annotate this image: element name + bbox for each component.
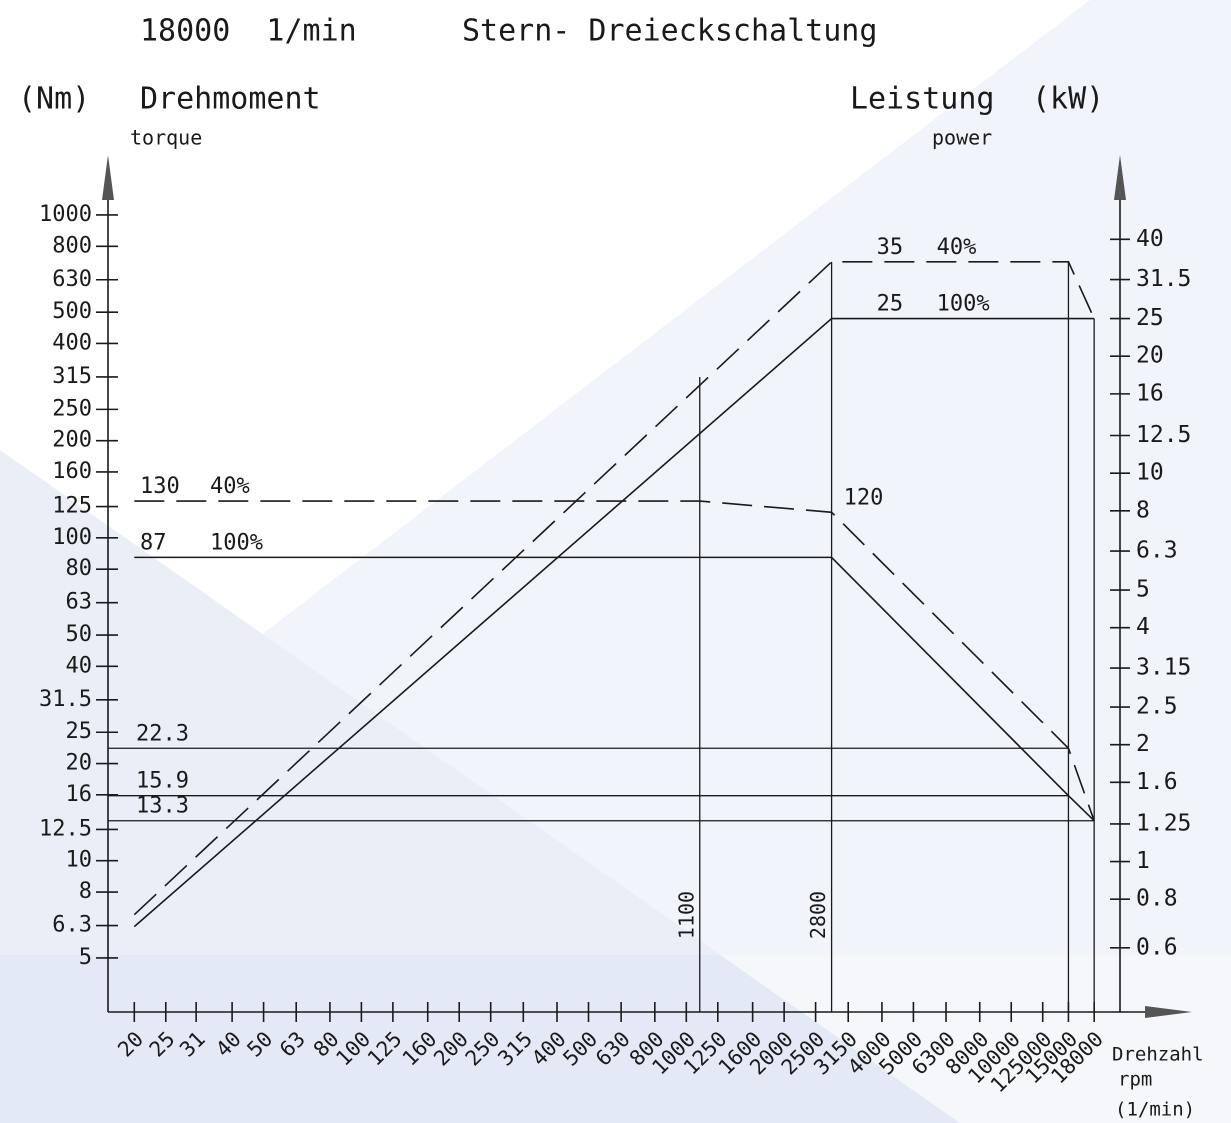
y-tick-label: 630 xyxy=(52,267,92,292)
y-tick-label: 160 xyxy=(52,459,92,484)
y2-axis-title: Leistung xyxy=(850,82,995,117)
series-line xyxy=(133,317,1095,928)
y2-tick-label: 8 xyxy=(1136,497,1150,523)
reference-label: 22.3 xyxy=(136,721,189,746)
y-tick-label: 25 xyxy=(66,719,93,744)
series-line xyxy=(134,500,1095,822)
y2-tick-label: 31.5 xyxy=(1136,266,1191,292)
y-tick-label: 100 xyxy=(52,525,92,550)
y-tick-label: 400 xyxy=(52,330,92,355)
reference-label: 15.9 xyxy=(136,769,189,794)
y-tick-label: 10 xyxy=(66,848,93,873)
y-tick-label: 1000 xyxy=(39,202,92,227)
y-axis-unit: (Nm) xyxy=(18,82,90,117)
y2-tick-label: 1 xyxy=(1136,848,1150,874)
y2-tick-label: 2.5 xyxy=(1136,694,1178,720)
y-tick-label: 6.3 xyxy=(52,913,92,938)
y-tick-label: 500 xyxy=(52,299,92,324)
reference-label: 1100 xyxy=(674,891,698,939)
y-tick-label: 200 xyxy=(52,428,92,453)
y-tick-label: 8 xyxy=(79,879,92,904)
y-tick-label: 315 xyxy=(52,364,92,389)
y-tick-label: 20 xyxy=(66,751,93,776)
reference-label: 2800 xyxy=(806,891,830,939)
y-tick-label: 63 xyxy=(66,590,93,615)
background-band xyxy=(0,450,1231,1123)
series-label: 40% xyxy=(210,474,250,499)
axis-arrow xyxy=(1114,155,1126,200)
y-tick-label: 16 xyxy=(66,782,93,807)
x-axis-title: (1/min) xyxy=(1115,1099,1195,1121)
chart-title: 18000 1/min xyxy=(140,14,357,49)
y-tick-label: 800 xyxy=(52,233,92,258)
y-tick-label: 31.5 xyxy=(39,687,92,712)
y2-tick-label: 0.8 xyxy=(1136,886,1178,912)
y2-tick-label: 1.25 xyxy=(1136,810,1191,836)
y-tick-label: 12.5 xyxy=(39,816,92,841)
data-label: 120 xyxy=(844,485,884,510)
axis-arrow xyxy=(102,155,114,200)
series-label: 40% xyxy=(937,235,977,260)
reference-label: 13.3 xyxy=(136,794,189,819)
y-tick-label: 125 xyxy=(52,494,92,519)
series-label: 100% xyxy=(937,292,990,317)
x-axis-title: Drehzahl xyxy=(1112,1044,1204,1066)
y-tick-label: 250 xyxy=(52,396,92,421)
series-line xyxy=(134,556,1095,822)
data-label: 35 xyxy=(877,235,904,260)
y2-tick-label: 3.15 xyxy=(1136,655,1191,681)
chart-subtitle: Stern- Dreieckschaltung xyxy=(462,14,877,49)
series-line xyxy=(133,261,1095,916)
y2-tick-label: 5 xyxy=(1136,577,1150,603)
y-axis-translation: torque xyxy=(130,126,202,150)
y2-tick-label: 10 xyxy=(1136,460,1164,486)
y2-tick-label: 40 xyxy=(1136,226,1164,252)
data-label: 87 xyxy=(140,530,167,555)
y-tick-label: 40 xyxy=(66,653,93,678)
y2-tick-label: 25 xyxy=(1136,305,1164,331)
y-axis-title: Drehmoment xyxy=(140,82,321,117)
y-tick-label: 5 xyxy=(79,945,92,970)
y2-tick-label: 16 xyxy=(1136,380,1164,406)
y2-tick-label: 12.5 xyxy=(1136,422,1191,448)
axis-arrow xyxy=(1145,1006,1192,1018)
data-label: 25 xyxy=(877,292,904,317)
y-tick-label: 50 xyxy=(66,622,93,647)
y2-tick-label: 4 xyxy=(1136,614,1150,640)
y2-tick-label: 2 xyxy=(1136,731,1150,757)
x-axis-title: rpm xyxy=(1118,1069,1152,1091)
y-tick-label: 80 xyxy=(66,556,93,581)
y2-axis-unit: (kW) xyxy=(1032,82,1104,117)
series-label: 100% xyxy=(210,530,263,555)
y2-axis-translation: power xyxy=(932,126,992,150)
data-label: 130 xyxy=(140,474,180,499)
y2-tick-label: 0.6 xyxy=(1136,934,1178,960)
y2-tick-label: 1.6 xyxy=(1136,769,1178,795)
y2-tick-label: 20 xyxy=(1136,343,1164,369)
y2-tick-label: 6.3 xyxy=(1136,538,1178,564)
